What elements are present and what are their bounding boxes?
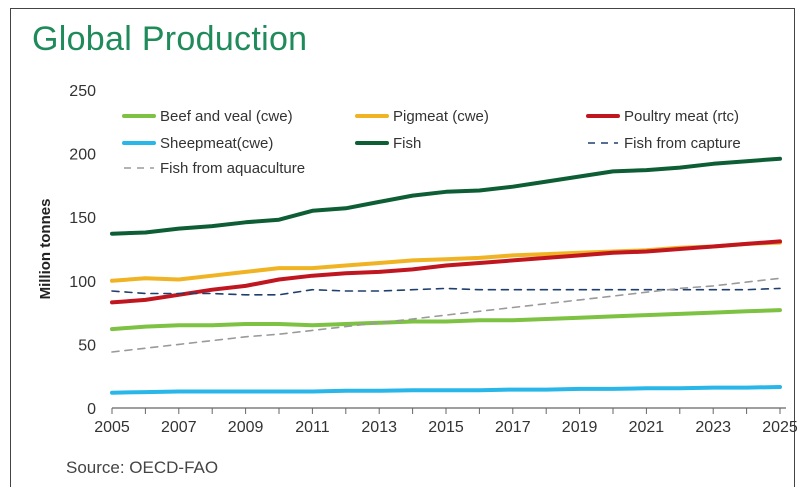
x-tick-label: 2021 [629,419,665,436]
series-line-fish-from-capture [111,287,781,296]
x-tick-label: 2011 [295,419,330,436]
x-tick-label: 2009 [228,419,264,436]
chart-frame [10,8,795,487]
series-line-fish [110,156,782,236]
y-tick-label: 100 [69,274,96,291]
series-line-fish-from-aquaculture [111,277,781,353]
series-line-beef-and-veal-cwe [110,308,782,332]
y-tick-label: 200 [69,147,96,164]
y-tick-label: 150 [69,210,96,227]
legend-label: Fish from aquaculture [160,160,305,177]
legend-label: Fish [393,135,421,152]
legend-label: Pigmeat (cwe) [393,108,489,125]
x-tick-label: 2015 [428,419,464,436]
x-tick-label: 2005 [94,419,130,436]
x-tick-label: 2017 [495,419,531,436]
legend-label: Beef and veal (cwe) [160,108,293,125]
series-line-sheepmeat-cwe [110,385,782,395]
legend-label: Poultry meat (rtc) [624,108,739,125]
chart-legend: Beef and veal (cwe) Pigmeat (cwe) Poultry … [122,108,741,177]
legend-label: Sheepmeat(cwe) [160,135,273,152]
x-tick-label: 2023 [695,419,731,436]
series-line-poultry-meat-rtc [110,239,782,305]
chart-title: Global Production [32,20,308,58]
source-note: Source: OECD-FAO [66,458,219,477]
x-tick-label: 2013 [361,419,397,436]
y-axis-label: Million tonnes [37,199,54,300]
y-tick-label: 50 [78,337,96,354]
y-tick-label: 0 [87,401,96,418]
chart-series [110,156,782,395]
x-tick-label: 2019 [562,419,598,436]
y-tick-label: 250 [69,83,96,100]
legend-label: Fish from capture [624,135,741,152]
x-tick-label: 2025 [762,419,798,436]
x-tick-label: 2007 [161,419,197,436]
chart-axes: 0 50 100 150 200 250 2005 2007 2009 2011 2013 2015 2… [37,83,798,436]
